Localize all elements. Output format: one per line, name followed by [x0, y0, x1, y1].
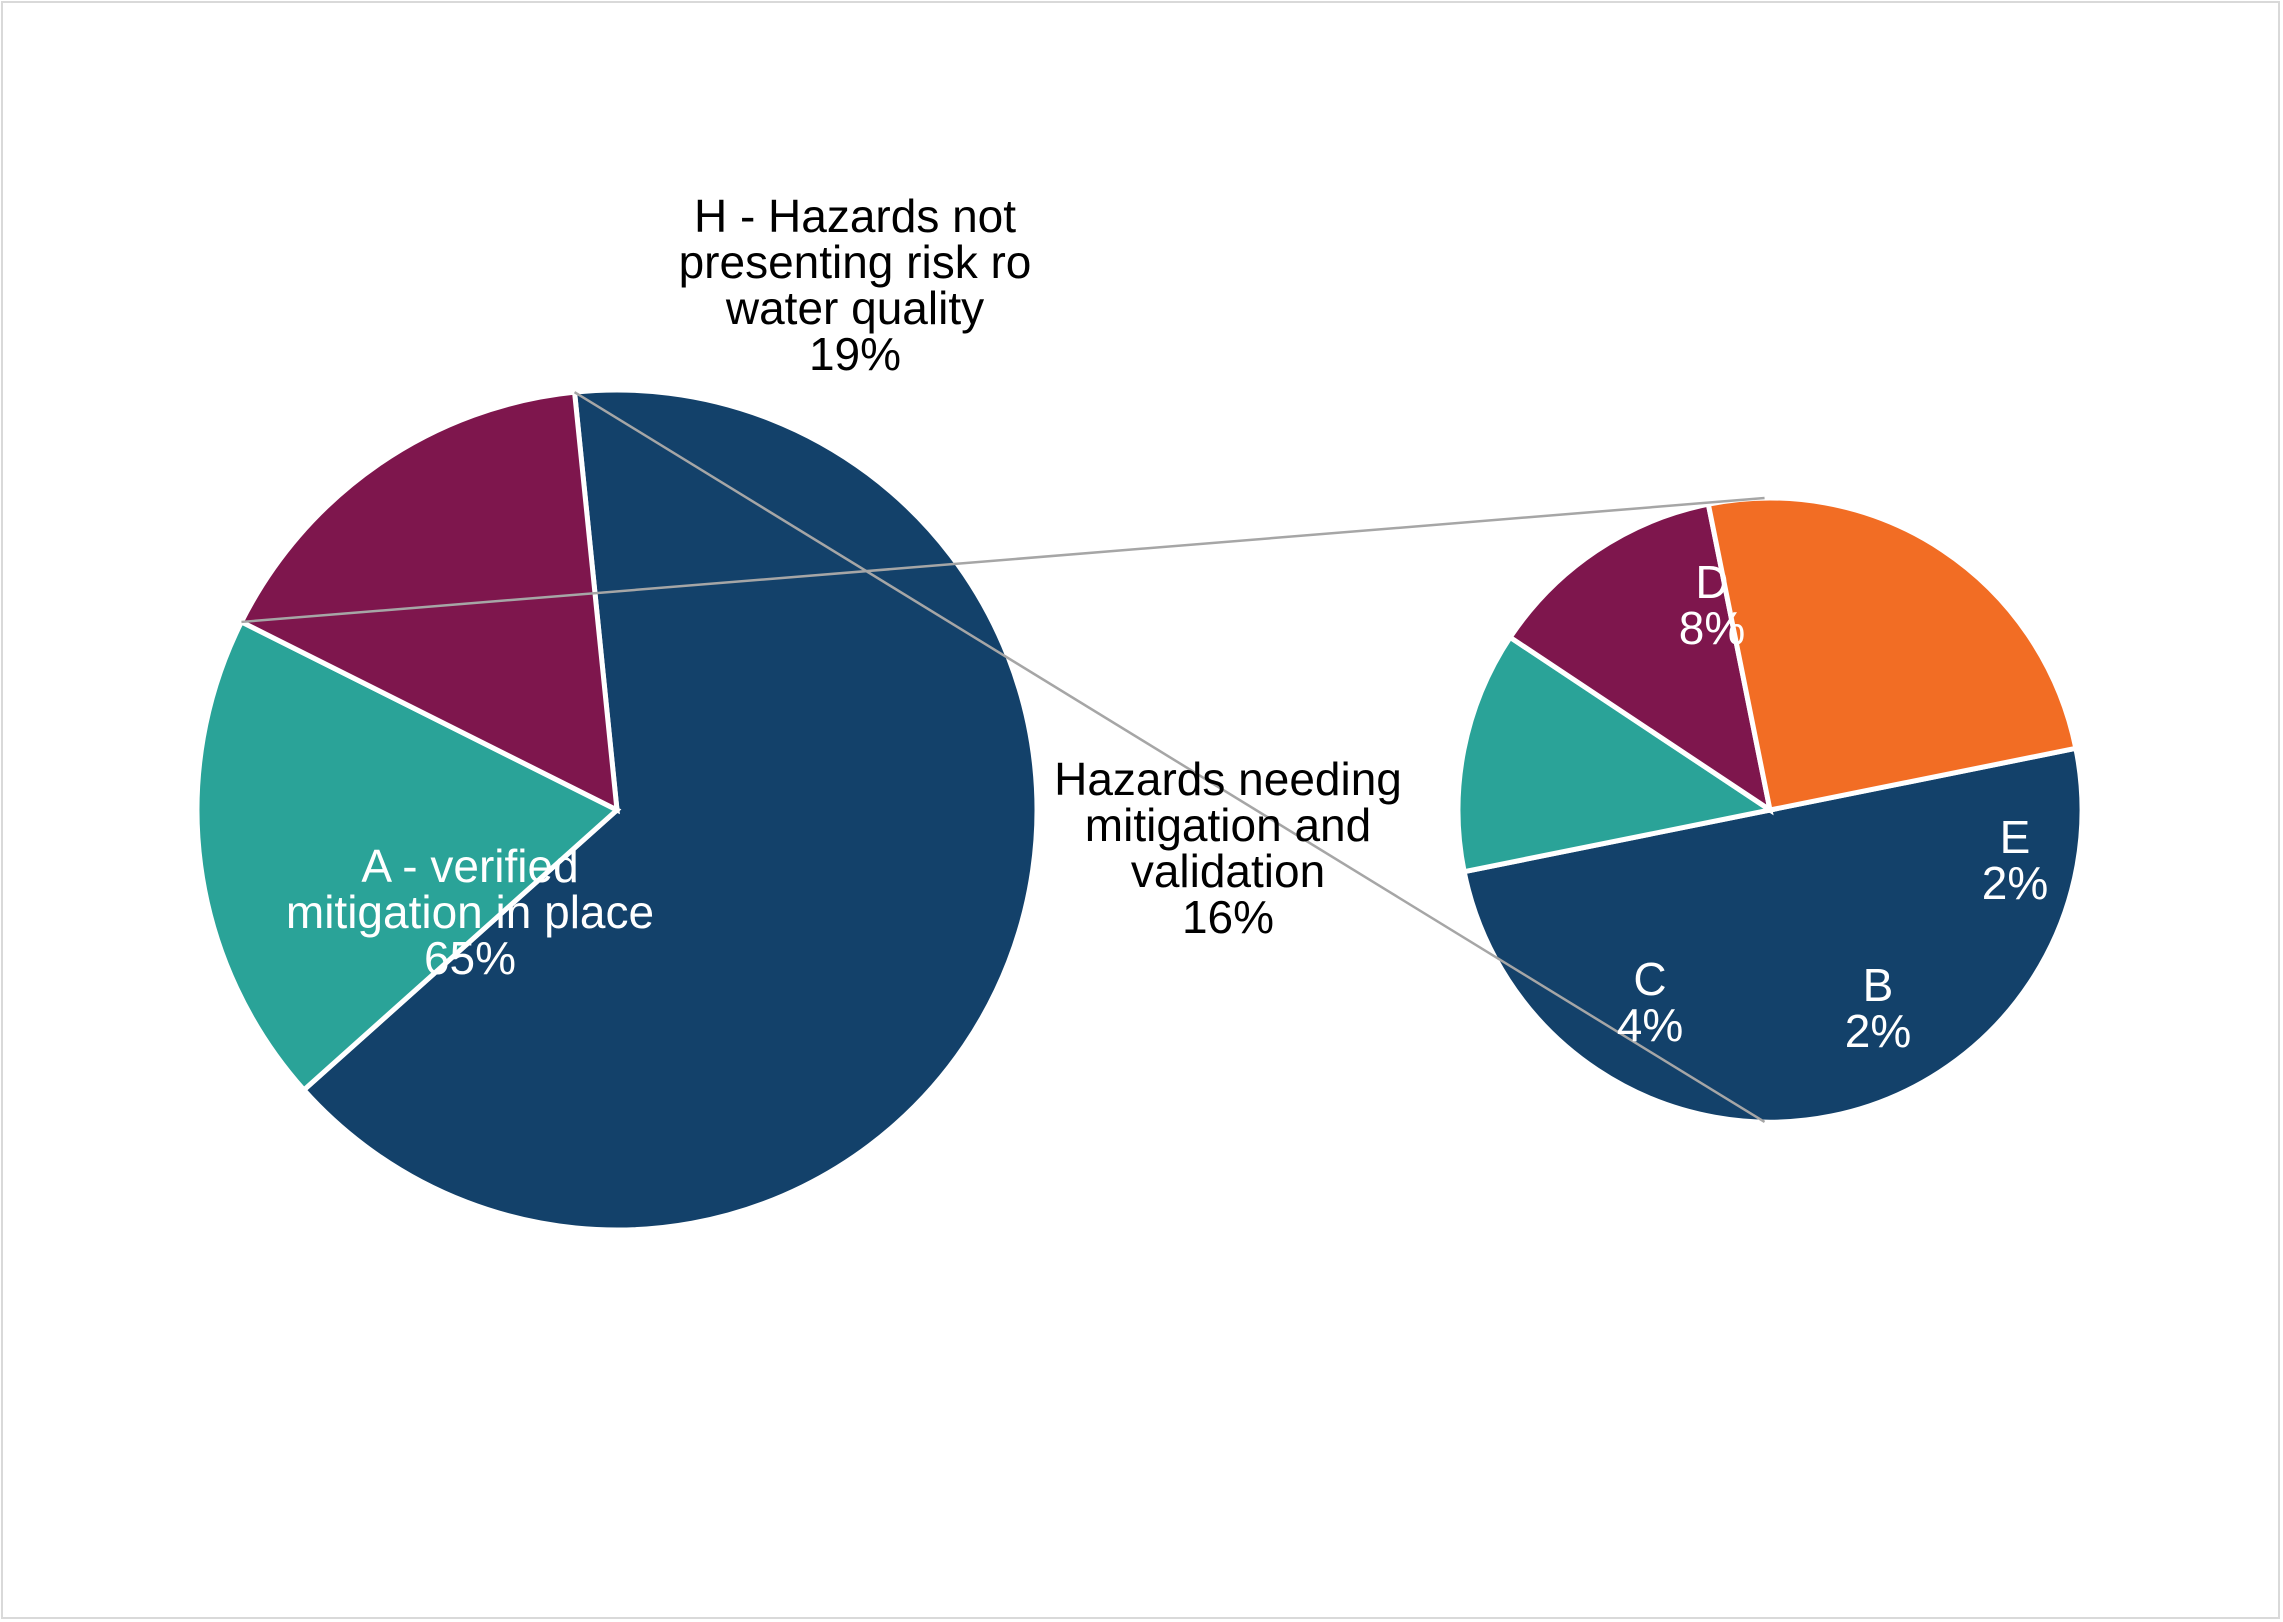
secondary-pie-slice-2 — [1455, 633, 1777, 875]
secondary-pie-label-4-line-1: C — [1633, 953, 1666, 1005]
secondary-pie-label-1-value: 8% — [1679, 602, 1745, 654]
secondary-pie-label-3-value: 2% — [1845, 1005, 1911, 1057]
main-pie-slice-2 — [194, 618, 622, 1094]
secondary-pie-label-4-value: 4% — [1617, 999, 1683, 1051]
secondary-pie-label-1-line-1: D — [1695, 556, 1728, 608]
main-pie-slice-1 — [300, 387, 1040, 1233]
main-pie-label-1-line-1: A - verified — [361, 840, 578, 892]
secondary-pie-label-2-line-1: E — [2000, 811, 2031, 863]
main-pie-slice-3 — [238, 389, 620, 815]
secondary-pie-slice-4 — [1705, 495, 2079, 813]
main-pie-label-1-value: 65% — [424, 932, 516, 984]
main-pie-label-2-line-1: H - Hazards not — [694, 190, 1016, 242]
main-pie-label-2-value: 19% — [809, 328, 901, 380]
main-pie-label-1-line-2: mitigation in place — [286, 886, 654, 938]
main-pie-label-2-line-2: presenting risk ro — [679, 236, 1032, 288]
connector-line-top — [241, 496, 1765, 624]
secondary-pie-label-3-line-1: B — [1863, 959, 1894, 1011]
main-pie-label-3-line-1: Hazards needing — [1054, 753, 1402, 805]
main-pie-label-3-line-3: validation — [1131, 845, 1325, 897]
main-pie-label-3-line-2: mitigation and — [1085, 799, 1371, 851]
secondary-pie-slice-3 — [1506, 501, 1774, 816]
secondary-pie-label-2-value: 2% — [1982, 857, 2048, 909]
main-pie-label-2-line-3: water quality — [725, 282, 984, 334]
main-pie-label-3-value: 16% — [1182, 891, 1274, 943]
connector-line-bottom — [573, 391, 1766, 1124]
